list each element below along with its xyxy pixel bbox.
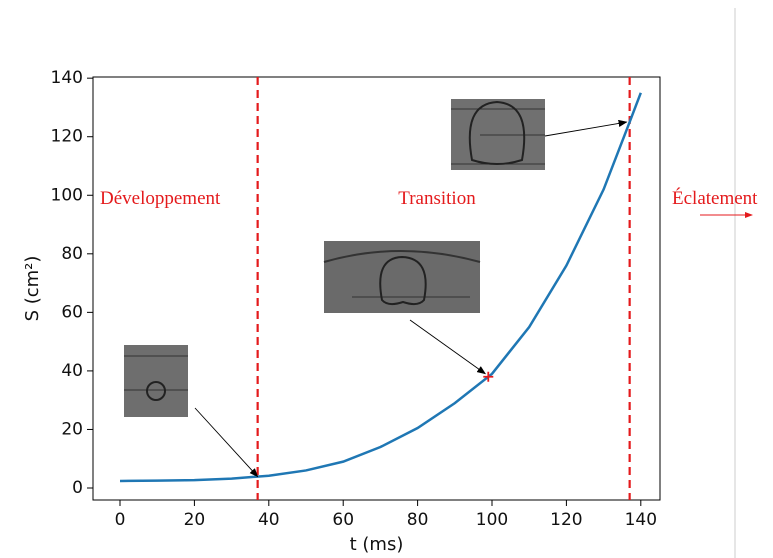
y-tick-label: 0	[72, 478, 83, 498]
annotation: Transition	[398, 188, 476, 209]
y-tick-label: 20	[61, 419, 83, 439]
x-axis-label: t (ms)	[350, 534, 404, 555]
x-tick-label: 0	[115, 510, 126, 530]
x-tick-label: 120	[550, 510, 582, 530]
annotation: Éclatement	[672, 187, 758, 209]
y-axis-label: S (cm²)	[22, 256, 43, 322]
x-tick-label: 80	[407, 510, 429, 530]
y-tick-label: 80	[61, 244, 83, 264]
x-tick-label: 60	[332, 510, 354, 530]
y-tick-label: 120	[51, 127, 83, 147]
x-tick-label: 20	[184, 510, 206, 530]
y-tick-label: 60	[61, 302, 83, 322]
arrow	[409, 319, 487, 375]
inset-image	[451, 99, 545, 170]
marker	[483, 371, 494, 382]
inset-image	[124, 345, 188, 417]
line	[120, 92, 642, 483]
x-tick-label: 100	[476, 510, 508, 530]
plot-frame	[92, 76, 661, 501]
y-tick-label: 140	[51, 68, 83, 88]
y-tick-label: 100	[51, 185, 83, 205]
inset-image	[323, 241, 481, 313]
arrow	[194, 407, 259, 478]
arrow	[544, 119, 628, 137]
y-tick-label: 40	[61, 361, 83, 381]
x-tick-label: 40	[258, 510, 280, 530]
annotation: Développement	[100, 188, 221, 209]
x-tick-label: 140	[625, 510, 657, 530]
